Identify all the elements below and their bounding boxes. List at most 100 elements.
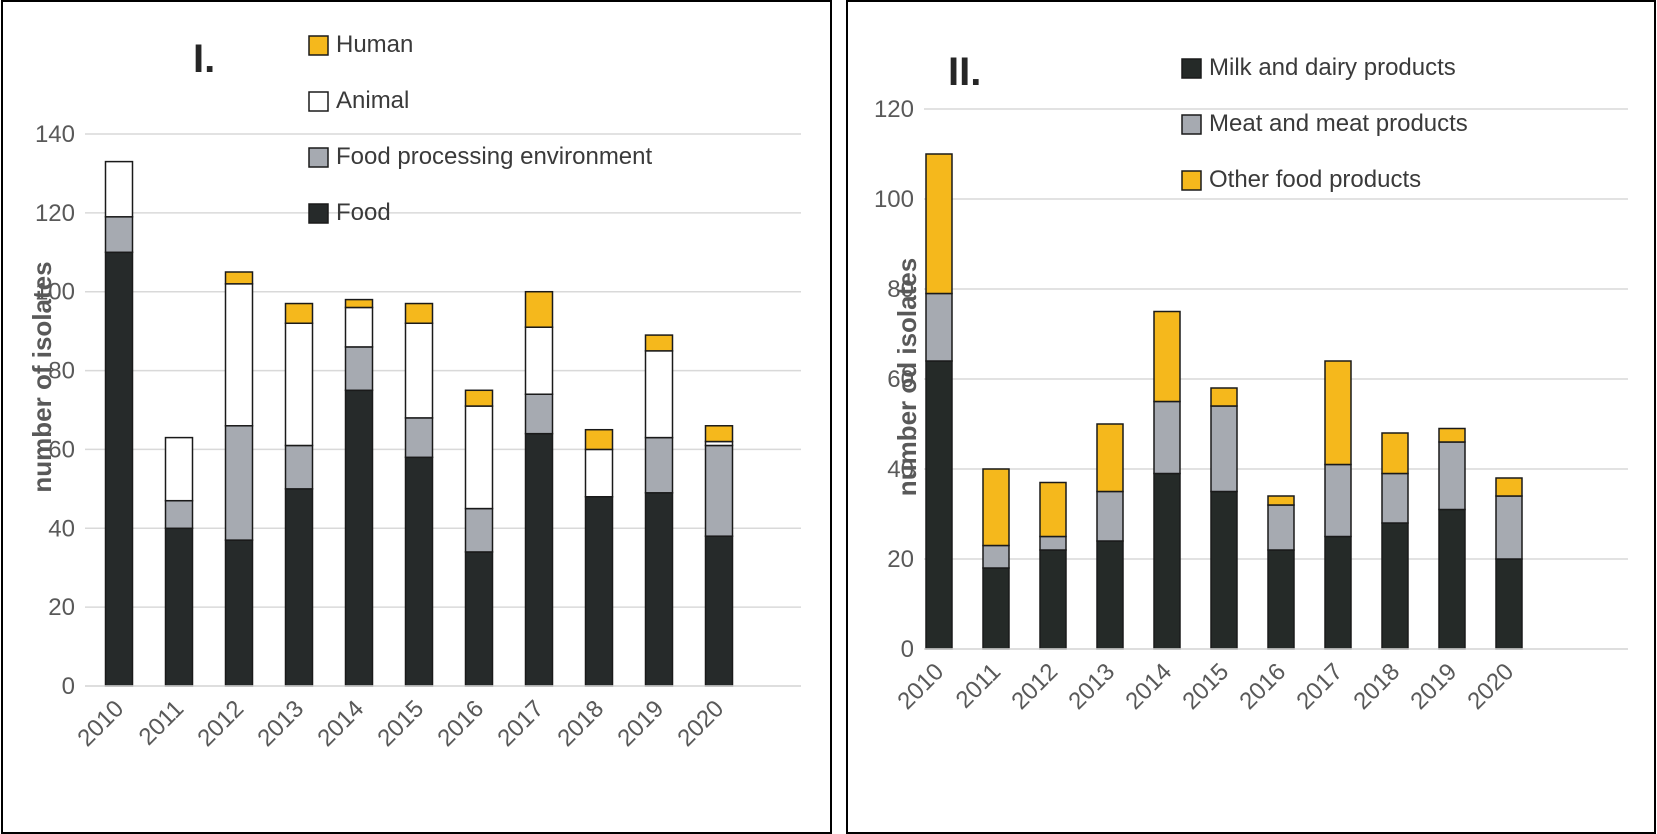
chart2-legend-label-0: Milk and dairy products	[1209, 54, 1456, 81]
chart1-bar-2016-s0	[464, 551, 494, 687]
chart2-x-tick-2015: 2015	[1177, 658, 1234, 715]
chart1-y-tick-100: 100	[35, 279, 75, 306]
chart1-legend-swatch-3	[308, 203, 329, 224]
chart1-x-tick-2015: 2015	[372, 695, 429, 752]
chart1-bar-2013-s3	[284, 302, 314, 325]
chart1-bar-2010-s1	[104, 216, 134, 254]
chart1-bar-2014-s1	[344, 346, 374, 392]
chart2-bar-2011-s0	[982, 567, 1010, 650]
chart2-bar-2012-s2	[1039, 481, 1067, 538]
chart2-x-tick-2012: 2012	[1006, 658, 1063, 715]
chart2-bar-2011-s1	[982, 544, 1010, 569]
chart2-x-tick-2017: 2017	[1291, 658, 1348, 715]
chart1-y-tick-140: 140	[35, 121, 75, 148]
chart2-y-tick-80: 80	[887, 276, 914, 303]
chart1-y-tick-0: 0	[62, 673, 75, 700]
chart2-bar-2012-s0	[1039, 549, 1067, 650]
chart1-bar-2013-s2	[284, 322, 314, 447]
chart1-x-tick-2016: 2016	[432, 695, 489, 752]
chart1-bar-2012-s3	[224, 271, 254, 285]
chart2-bar-2018-s2	[1381, 432, 1409, 475]
chart2-bar-2015-s0	[1210, 490, 1238, 650]
chart2-legend-label-1: Meat and meat products	[1209, 110, 1468, 137]
chart1-bar-2014-s0	[344, 389, 374, 687]
chart1-bar-2010-s2	[104, 160, 134, 218]
chart2-bar-2017-s2	[1324, 360, 1352, 466]
chart1-bar-2016-s3	[464, 389, 494, 407]
chart1-bar-2017-s3	[524, 290, 554, 328]
chart2-bar-2015-s1	[1210, 405, 1238, 493]
chart1-bar-2019-s3	[644, 334, 674, 352]
chart1-legend-swatch-1	[308, 91, 329, 112]
chart1-legend-label-0: Human	[336, 31, 413, 58]
chart1-bar-2020-s0	[704, 535, 734, 687]
chart2-x-tick-2019: 2019	[1405, 658, 1462, 715]
chart1-y-tick-40: 40	[48, 515, 75, 542]
chart1-bar-2016-s2	[464, 405, 494, 510]
chart2-legend-swatch-2	[1181, 170, 1202, 191]
chart2-bar-2018-s1	[1381, 472, 1409, 524]
chart2-bar-2015-s2	[1210, 387, 1238, 407]
chart2-legend-swatch-1	[1181, 114, 1202, 135]
chart-panel-2: 0 20 40 60 80 100 120 2010 2011 2012 2013 2014 2015 2…	[846, 0, 1656, 834]
chart2-y-tick-40: 40	[887, 456, 914, 483]
chart1-y-axis-label: number of isolates	[27, 261, 57, 492]
chart2-bar-2020-s1	[1495, 495, 1523, 560]
chart1-bar-2015-s2	[404, 322, 434, 419]
chart2-y-tick-0: 0	[901, 636, 914, 663]
chart1-bar-2019-s0	[644, 492, 674, 687]
chart2-bar-2010-s2	[925, 153, 953, 295]
chart1-x-tick-2019: 2019	[612, 695, 669, 752]
chart2-x-tick-2016: 2016	[1234, 658, 1291, 715]
chart2-bar-2017-s1	[1324, 463, 1352, 538]
chart2-bar-2018-s0	[1381, 522, 1409, 650]
chart2-bar-2011-s2	[982, 468, 1010, 547]
chart1-bar-2019-s2	[644, 350, 674, 439]
chart1-bar-2017-s2	[524, 326, 554, 395]
chart2-title: II.	[948, 50, 981, 94]
chart1-bar-2012-s2	[224, 283, 254, 427]
chart2-bar-2020-s2	[1495, 477, 1523, 497]
chart2-bar-2019-s0	[1438, 508, 1466, 650]
chart1-legend-swatch-0	[308, 35, 329, 56]
chart1-bar-2016-s1	[464, 507, 494, 553]
chart2-legend-swatch-0	[1181, 58, 1202, 79]
chart1-x-tick-2013: 2013	[252, 695, 309, 752]
chart1-legend-label-3: Food	[336, 199, 391, 226]
chart-panel-1: 0 20 40 60 80 100 120 140 2010 2011 2012 2013 2014 20…	[1, 0, 832, 834]
chart1-bar-2014-s3	[344, 298, 374, 309]
chart1-bar-2017-s1	[524, 393, 554, 435]
chart1-bar-2012-s1	[224, 425, 254, 541]
chart2-x-tick-2010: 2010	[892, 658, 949, 715]
chart1-legend-swatch-2	[308, 147, 329, 168]
chart1-y-tick-80: 80	[48, 358, 75, 385]
chart2-bar-2013-s0	[1096, 540, 1124, 650]
chart1-y-tick-120: 120	[35, 200, 75, 227]
chart2-bar-2010-s1	[925, 292, 953, 362]
chart1-bar-2011-s0	[164, 527, 194, 687]
chart1-bar-2020-s3	[704, 425, 734, 443]
chart2-bar-2019-s1	[1438, 441, 1466, 511]
chart1-x-tick-2010: 2010	[72, 695, 129, 752]
chart1-x-tick-2014: 2014	[312, 695, 369, 752]
chart2-y-tick-100: 100	[874, 186, 914, 213]
chart1-x-tick-2011: 2011	[134, 695, 190, 751]
chart1-x-tick-2012: 2012	[192, 695, 249, 752]
chart2-x-tick-2013: 2013	[1063, 658, 1120, 715]
chart2-bar-2013-s2	[1096, 423, 1124, 493]
chart1-bar-2019-s1	[644, 436, 674, 494]
chart1-bar-2017-s0	[524, 432, 554, 687]
chart2-y-tick-60: 60	[887, 366, 914, 393]
chart2-y-axis-label: number od isolates	[892, 258, 922, 496]
chart1-bar-2014-s2	[344, 306, 374, 348]
chart1-bar-2015-s0	[404, 456, 434, 687]
chart1-y-tick-60: 60	[48, 436, 75, 463]
chart2-x-tick-2011: 2011	[951, 658, 1007, 714]
chart2-bar-2016-s2	[1267, 495, 1295, 506]
chart1-bar-2011-s2	[164, 436, 194, 502]
chart1-bar-2011-s1	[164, 499, 194, 530]
chart1-legend-label-2: Food processing environment	[336, 143, 653, 170]
chart2-bar-2013-s1	[1096, 490, 1124, 542]
chart1-x-tick-2018: 2018	[552, 695, 609, 752]
chart2-bar-2017-s0	[1324, 535, 1352, 650]
